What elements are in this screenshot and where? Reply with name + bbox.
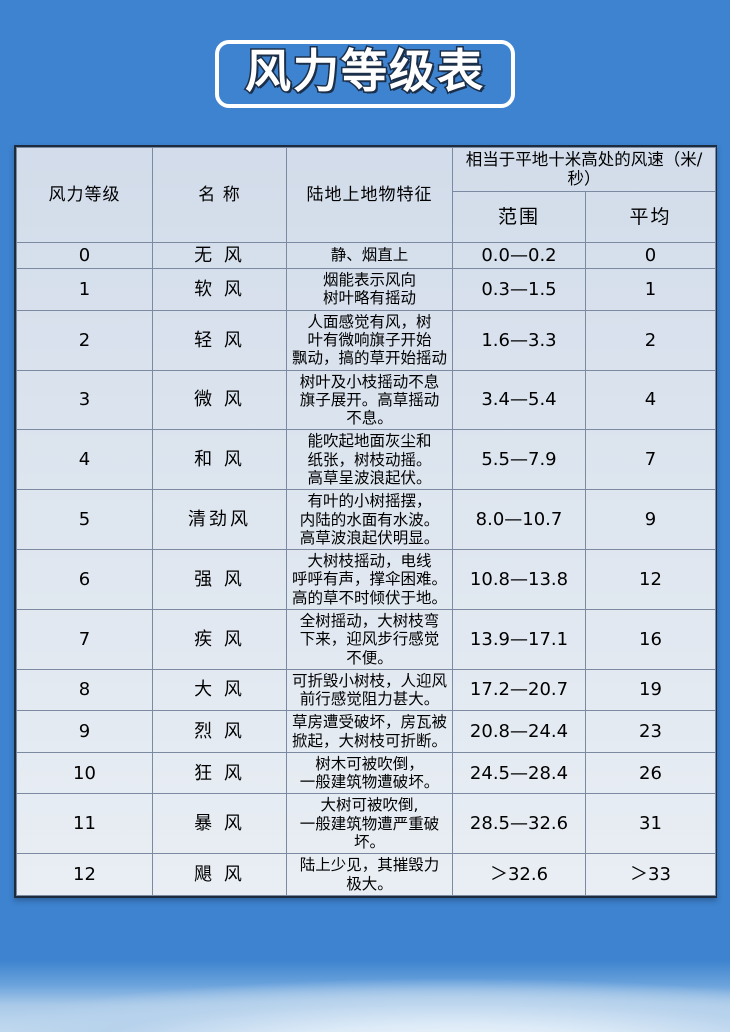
cell-features: 树叶及小枝摇动不息 旗子展开。高草摇动 不息。 bbox=[286, 369, 453, 431]
cell-level: 4 bbox=[16, 429, 153, 491]
cell-average: 7 bbox=[585, 429, 716, 491]
cell-name: 疾 风 bbox=[152, 608, 287, 670]
cell-features: 大树可被吹倒, 一般建筑物遭严重破坏。 bbox=[286, 793, 453, 855]
column-header-range: 范围 bbox=[452, 190, 586, 243]
page-title: 风力等级表 bbox=[244, 44, 485, 98]
cell-range: 20.8—24.4 bbox=[452, 710, 586, 753]
table-row: 12 飓 风陆上少见，其摧毁力 极大。 ＞32.6 ＞33 bbox=[16, 853, 716, 896]
cell-range: 10.8—13.8 bbox=[452, 549, 586, 610]
cell-features: 有叶的小树摇摆， 内陆的水面有水波。 高草波浪起伏明显。 bbox=[286, 489, 453, 551]
cell-features: 静、烟直上 bbox=[286, 241, 453, 270]
cell-level: 1 bbox=[16, 268, 153, 311]
cell-average: 9 bbox=[585, 489, 716, 551]
cell-name: 和 风 bbox=[152, 429, 287, 491]
cell-name: 大 风 bbox=[152, 668, 287, 712]
cell-features: 能吹起地面灰尘和 纸张，树枝动摇。 高草呈波浪起伏。 bbox=[286, 429, 453, 491]
cell-range: 8.0—10.7 bbox=[452, 489, 586, 551]
cell-level: 12 bbox=[16, 853, 153, 896]
cell-level: 0 bbox=[16, 241, 153, 270]
cell-features: 可折毁小树枝，人迎风 前行感觉阻力甚大。 bbox=[286, 668, 453, 712]
cell-range: 3.4—5.4 bbox=[452, 369, 586, 431]
cell-name: 烈 风 bbox=[152, 710, 287, 753]
cell-range: 1.6—3.3 bbox=[452, 309, 586, 371]
cell-name: 强 风 bbox=[152, 549, 287, 610]
cell-name: 暴 风 bbox=[152, 793, 287, 855]
title-container: 风力等级表 bbox=[0, 40, 730, 108]
cell-level: 3 bbox=[16, 369, 153, 431]
cell-level: 8 bbox=[16, 668, 153, 712]
cell-name: 清劲风 bbox=[152, 489, 287, 551]
cell-average: 0 bbox=[585, 241, 716, 270]
cell-range: 17.2—20.7 bbox=[452, 668, 586, 712]
cell-level: 11 bbox=[16, 793, 153, 855]
cell-average: ＞33 bbox=[585, 853, 716, 896]
cell-features: 烟能表示风向 树叶略有摇动 bbox=[286, 268, 453, 311]
column-header-features: 陆地上地物特征 bbox=[286, 147, 453, 243]
table-head: 风力等级 名 称 陆地上地物特征 相当于平地十米高处的风速（米/秒） 范围 平均 bbox=[16, 147, 716, 243]
table-row: 5 清劲风 有叶的小树摇摆， 内陆的水面有水波。 高草波浪起伏明显。 8.0—10.7 9 bbox=[16, 489, 716, 551]
cell-features: 大树枝摇动，电线 呼呼有声，撑伞困难。 高的草不时倾伏于地。 bbox=[286, 549, 453, 610]
cell-average: 12 bbox=[585, 549, 716, 610]
cell-range: ＞32.6 bbox=[452, 853, 586, 896]
cell-range: 0.0—0.2 bbox=[452, 241, 586, 270]
cell-level: 7 bbox=[16, 608, 153, 670]
cell-features: 树木可被吹倒， 一般建筑物遭破坏。 bbox=[286, 751, 453, 795]
cell-average: 1 bbox=[585, 268, 716, 311]
cell-features: 全树摇动，大树枝弯 下来，迎风步行感觉 不便。 bbox=[286, 608, 453, 670]
cell-level: 10 bbox=[16, 751, 153, 795]
cell-range: 0.3—1.5 bbox=[452, 268, 586, 311]
cell-average: 23 bbox=[585, 710, 716, 753]
cell-name: 软 风 bbox=[152, 268, 287, 311]
cell-range: 13.9—17.1 bbox=[452, 608, 586, 670]
column-header-level: 风力等级 bbox=[16, 147, 153, 243]
table-row: 11 暴 风大树可被吹倒, 一般建筑物遭严重破坏。 28.5—32.6 31 bbox=[16, 793, 716, 855]
table-header-row-1: 风力等级 名 称 陆地上地物特征 相当于平地十米高处的风速（米/秒） bbox=[16, 147, 716, 243]
cell-name: 狂 风 bbox=[152, 751, 287, 795]
cell-average: 19 bbox=[585, 668, 716, 712]
title-box: 风力等级表 bbox=[215, 40, 515, 108]
cell-range: 24.5—28.4 bbox=[452, 751, 586, 795]
cell-name: 微 风 bbox=[152, 369, 287, 431]
cell-average: 4 bbox=[585, 369, 716, 431]
table-row: 10 狂 风树木可被吹倒， 一般建筑物遭破坏。 24.5—28.4 26 bbox=[16, 751, 716, 795]
cell-name: 无 风 bbox=[152, 241, 287, 270]
cell-name: 飓 风 bbox=[152, 853, 287, 896]
cell-level: 9 bbox=[16, 710, 153, 753]
cell-level: 6 bbox=[16, 549, 153, 610]
cell-average: 2 bbox=[585, 309, 716, 371]
cell-average: 31 bbox=[585, 793, 716, 855]
column-header-average: 平均 bbox=[585, 190, 716, 243]
cell-range: 5.5—7.9 bbox=[452, 429, 586, 491]
cell-range: 28.5—32.6 bbox=[452, 793, 586, 855]
cell-average: 16 bbox=[585, 608, 716, 670]
cell-level: 5 bbox=[16, 489, 153, 551]
cell-name: 轻 风 bbox=[152, 309, 287, 371]
table-header-row-2: 范围 平均 bbox=[17, 190, 716, 243]
cell-features: 陆上少见，其摧毁力 极大。 bbox=[286, 853, 453, 896]
cell-average: 26 bbox=[585, 751, 716, 795]
cell-level: 2 bbox=[16, 309, 153, 371]
cell-features: 草房遭受破坏，房瓦被 掀起，大树枝可折断。 bbox=[286, 710, 453, 753]
wind-scale-table: 风力等级 名 称 陆地上地物特征 相当于平地十米高处的风速（米/秒） 范围 平均… bbox=[16, 147, 716, 896]
wind-scale-table-container: 风力等级 名 称 陆地上地物特征 相当于平地十米高处的风速（米/秒） 范围 平均… bbox=[14, 145, 717, 898]
cell-features: 人面感觉有风，树 叶有微响旗子开始 飘动，搞的草开始摇动 bbox=[286, 309, 453, 371]
column-header-name: 名 称 bbox=[152, 147, 287, 243]
column-header-speed-group: 相当于平地十米高处的风速（米/秒） bbox=[452, 147, 716, 192]
